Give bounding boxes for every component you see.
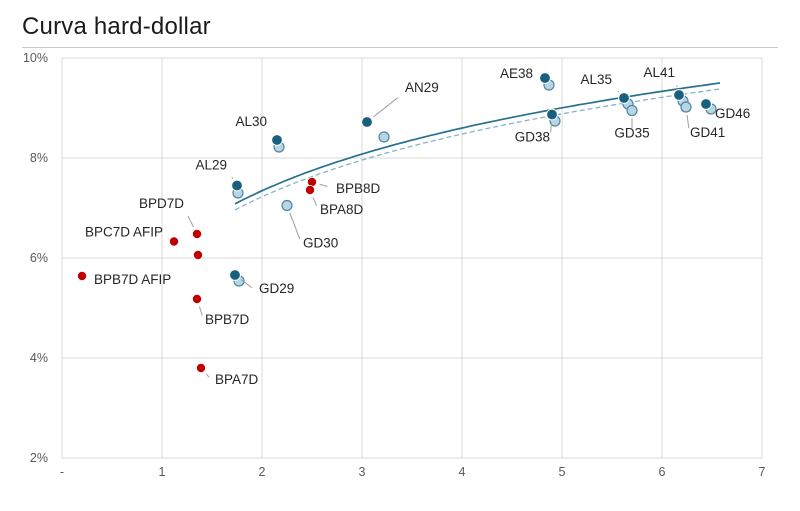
point-label: GD35 (614, 126, 649, 141)
y-tick-label: 8% (30, 151, 48, 165)
point-label: AN29 (405, 80, 439, 95)
point-label: AE38 (500, 66, 533, 81)
data-point-gd41 (680, 101, 692, 113)
data-point-bpb7d (191, 293, 202, 304)
point-label: AL35 (580, 72, 612, 87)
point-label: GD29 (259, 281, 294, 296)
point-label: GD46 (715, 106, 750, 121)
x-tick-label: 3 (359, 465, 366, 479)
y-tick-label: 2% (30, 451, 48, 465)
x-tick-label: 4 (459, 465, 466, 479)
data-point-gd35 (626, 104, 638, 117)
point-label: GD30 (303, 236, 338, 251)
data-point (378, 131, 390, 143)
point-label: GD38 (515, 130, 550, 145)
data-point-al35 (618, 92, 630, 104)
data-point-gd46 (700, 98, 712, 110)
x-tick-label: 7 (759, 465, 766, 479)
trend-line-dashed (234, 88, 721, 211)
data-point-al29 (231, 179, 243, 192)
point-label: GD41 (690, 125, 725, 140)
y-tick-label: 6% (30, 251, 48, 265)
point-label: BPB7D (205, 312, 250, 327)
data-point (192, 249, 203, 260)
leader-line (187, 215, 194, 228)
leader-line (372, 97, 399, 118)
data-point-al30 (271, 134, 283, 146)
leader-line (617, 90, 620, 93)
point-label: BPB8D (336, 181, 381, 196)
chart-svg: - 1 2 3 4 5 6 7 2% 4% 6% 8% 10% GD30 GD35 GD41 AL29 GD29 A… (23, 51, 766, 479)
point-label: AL41 (643, 65, 675, 80)
y-tick-label: 10% (23, 51, 48, 65)
leader-line (241, 279, 253, 289)
chart-title: Curva hard-dollar (22, 13, 211, 40)
data-point-bpb7d-afip (77, 270, 88, 281)
leader-line (319, 183, 328, 187)
title-divider (22, 47, 778, 48)
leader-line (686, 114, 690, 129)
point-label: AL30 (235, 114, 267, 129)
data-point-an29 (361, 116, 373, 128)
data-point-al41 (673, 89, 685, 101)
leader-line (205, 373, 210, 378)
data-point-gd30 (281, 199, 293, 212)
data-point-gd38 (546, 108, 558, 121)
x-tick-label: 2 (259, 465, 266, 479)
y-tick-label: 4% (30, 351, 48, 365)
x-tick-label: 6 (659, 465, 666, 479)
x-tick-label: 5 (559, 465, 566, 479)
data-point-gd29 (229, 269, 241, 281)
leader-line (550, 122, 552, 133)
x-tick-label: 1 (159, 465, 166, 479)
point-label: BPA8D (320, 202, 364, 217)
point-label: AL29 (195, 158, 227, 173)
trend-line-solid (234, 82, 721, 205)
point-label: BPB7D AFIP (94, 272, 171, 287)
data-point-bpc7d-afip (168, 236, 179, 247)
point-label: BPD7D (139, 196, 184, 211)
leader-line (231, 176, 234, 179)
leader-line (289, 212, 301, 240)
data-point-bpa7d (195, 362, 206, 373)
data-point-bpd7d (191, 228, 202, 239)
leader-line (312, 197, 317, 206)
data-point-ae38 (539, 72, 551, 84)
data-point-bpa8d (304, 184, 315, 195)
x-tick-label: - (60, 465, 64, 479)
point-label: BPC7D AFIP (85, 225, 163, 240)
point-label: BPA7D (215, 372, 259, 387)
leader-line (198, 306, 203, 316)
